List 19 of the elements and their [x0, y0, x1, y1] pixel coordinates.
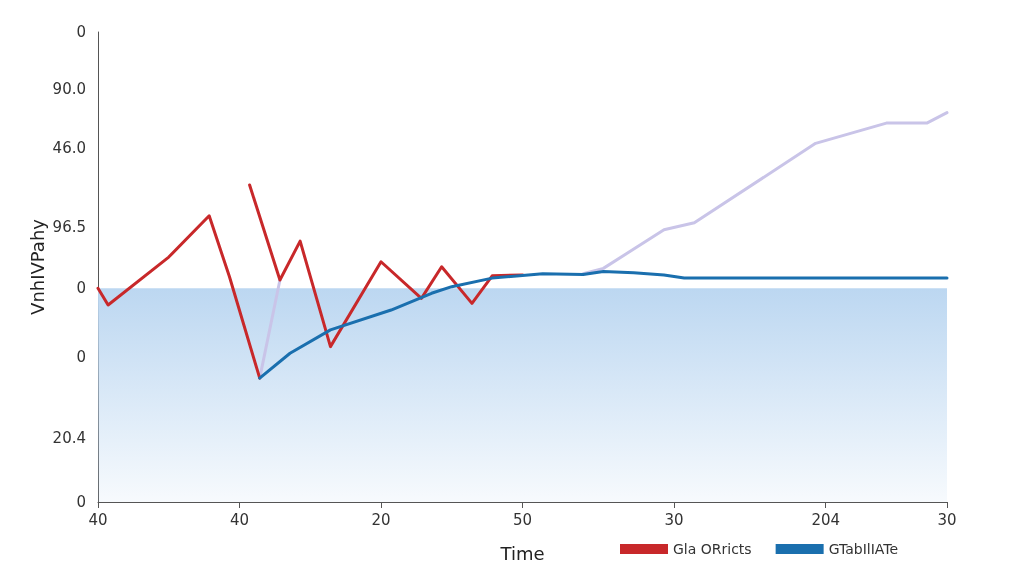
text: 0: [76, 348, 86, 366]
y-axis-title: VnhIVPahy: [26, 218, 48, 315]
x-tick-label: 50: [512, 510, 533, 529]
text: 0: [76, 23, 86, 41]
text: 0: [76, 279, 86, 297]
x-axis-title: Time: [499, 542, 545, 564]
text: 90.0: [52, 80, 86, 98]
x-tick-label: 30: [937, 510, 957, 529]
text: 96.5: [52, 218, 86, 236]
x-tick-label: 40: [88, 510, 108, 529]
x-tick-label: 204: [811, 510, 841, 529]
x-tick-label: 20: [371, 510, 391, 529]
text: 20.4: [52, 429, 86, 447]
legend-label: GTabIlIATe: [828, 541, 899, 557]
text: 0: [76, 493, 86, 511]
legend-label: Gla ORricts: [673, 541, 752, 557]
x-tick-label: 40: [229, 510, 250, 529]
text: 46.0: [52, 139, 86, 157]
x-tick-label: 30: [664, 510, 684, 529]
